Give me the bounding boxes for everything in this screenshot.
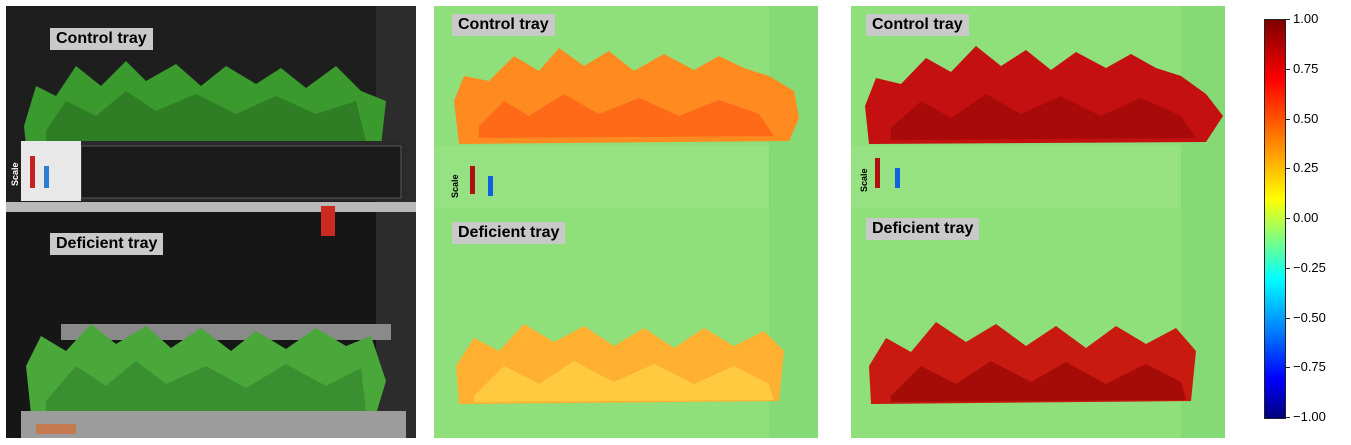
index-map-right-panel: Control tray Deficient tray Scale [851,6,1225,438]
scale-text: Scale [10,162,20,186]
deficient-tray-label: Deficient tray [50,233,164,255]
colorbar-tick-label: −0.50 [1293,309,1326,325]
colorbar-tick-mark [1285,367,1290,369]
colorbar-tick-label: 0.50 [1293,110,1319,126]
colorbar-tick-label: −0.25 [1293,259,1326,275]
colorbar-tick-mark [1285,118,1290,120]
colorbar-tick-mark [1285,218,1290,219]
colorbar-tick-label: −1.00 [1293,409,1326,424]
colorbar [1264,19,1286,419]
deficient-tray-label: Deficient tray [452,222,566,244]
colorbar-tick-mark [1285,267,1290,269]
control-tray-label: Control tray [50,28,153,50]
colorbar-tick-label: 1.00 [1293,11,1319,26]
colorbar-tick-label: 0.75 [1293,60,1319,76]
colorbar-tick-label: 0.00 [1293,210,1319,225]
rgb-photo-panel: Control tray Deficient tray Scale [6,6,416,438]
deficient-tray-label: Deficient tray [866,218,980,240]
scale-bar-red [875,158,880,188]
rgb-photo-image [6,6,416,438]
colorbar-tick-mark [1285,317,1290,319]
scale-bar-blue [488,176,493,196]
scale-bar-red [30,156,35,188]
scale-text: Scale [859,168,869,192]
control-tray-label: Control tray [866,14,969,36]
colorbar-tick-mark [1285,417,1290,418]
scale-bar-blue [44,166,49,188]
colorbar-tick-mark [1285,168,1290,170]
scale-text: Scale [450,174,460,198]
scale-bar-blue [895,168,900,188]
colorbar-tick-label: −0.75 [1293,359,1326,375]
control-tray-label: Control tray [452,14,555,36]
index-map-left-panel: Control tray Deficient tray Scale [434,6,818,438]
colorbar-tick-label: 0.25 [1293,160,1319,176]
scale-bar-red [470,166,475,194]
colorbar-tick-mark [1285,68,1290,70]
colorbar-tick-mark [1285,19,1290,20]
